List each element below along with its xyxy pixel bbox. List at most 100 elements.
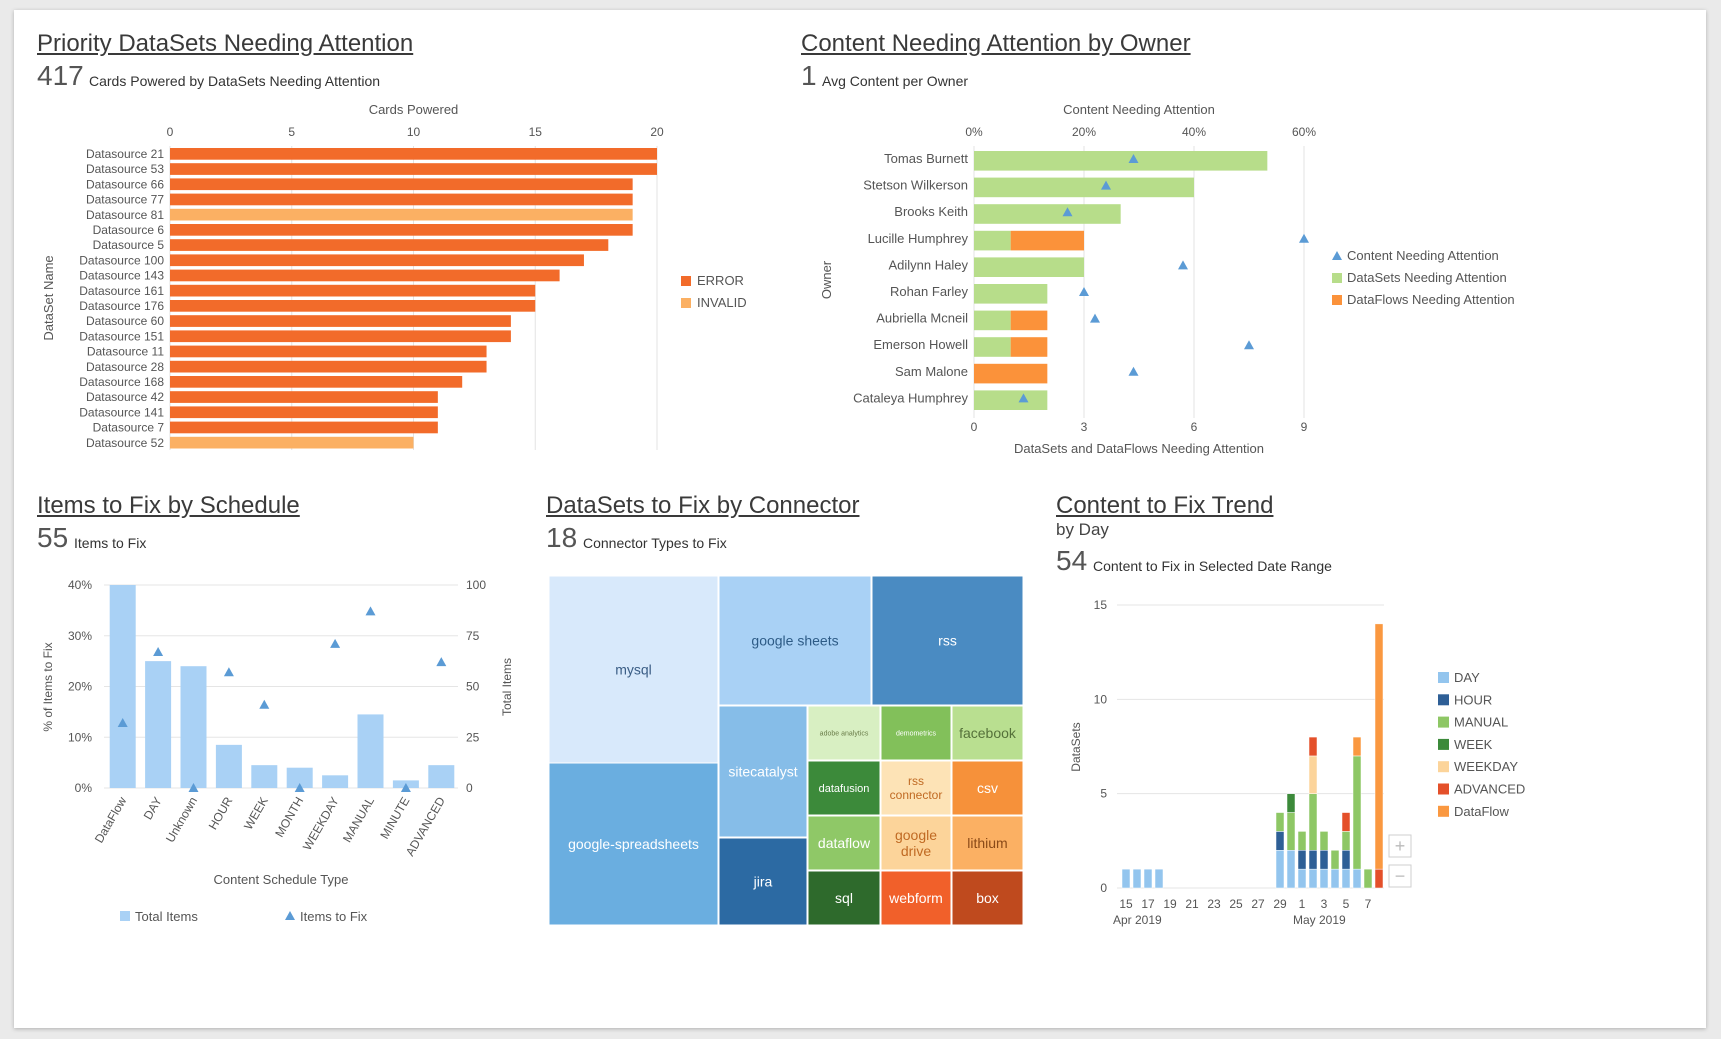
content-marker [1090,313,1100,323]
x-tick-label: 15 [529,125,543,139]
legend-swatch [1438,805,1449,817]
y-tick-label: Datasource 7 [93,421,165,435]
legend-label: DataFlows Needing Attention [1347,292,1515,307]
items-to-fix-marker [117,718,128,728]
y-tick-label: 0% [75,781,93,795]
bar [170,284,536,297]
y-tick-label: Datasource 100 [79,253,164,267]
bar-datasets [974,310,1011,331]
trend-bar [1341,831,1351,851]
kpi-value: 18 [546,522,578,553]
content-marker [1244,340,1254,350]
trend-bar [1297,850,1307,870]
legend-swatch [1438,738,1449,750]
x-tick-label: 0 [971,420,978,434]
y2-tick-label: 25 [466,730,480,744]
x-tick-label: WEEKDAY [300,795,342,853]
treemap-cell [718,837,808,926]
treemap-label: jira [753,873,773,889]
x-tick-label: 0 [167,125,174,139]
zoom-in-button[interactable] [1388,834,1412,858]
kpi-value: 54 [1056,545,1088,576]
y-tick-label: 15 [1094,598,1108,612]
y-axis-title: DataSet Name [41,255,56,340]
y-tick-label: Emerson Howell [873,337,968,352]
panel-connector: DataSets to Fix by Connector 18 Connecto… [534,480,1039,1028]
trend-bar [1154,868,1164,889]
legend-label: ERROR [697,273,744,288]
treemap-label: connector [890,788,943,802]
items-to-fix-marker [400,783,411,792]
y-tick-label: Datasource 6 [93,223,165,237]
legend-swatch [1332,295,1342,305]
y-tick-label: Sam Malone [895,364,968,379]
legend-swatch [1438,783,1449,795]
y-tick-label: Datasource 66 [86,177,164,191]
bar [170,315,511,327]
y-tick-label: Datasource 77 [86,193,164,207]
x-tick-label: Unknown [163,795,200,845]
treemap-label: rss [908,774,924,788]
chart-title[interactable]: DataSets to Fix by Connector [546,492,860,519]
x-tick-label: 17 [1141,897,1155,911]
y-tick-label: Datasource 161 [79,284,164,298]
bar [170,148,657,160]
kpi-label: Items to Fix [74,535,147,551]
treemap-cell [548,762,719,926]
bar-dataflows [974,363,1048,384]
legend-swatch [681,276,691,286]
zoom-in-icon[interactable]: + [1395,836,1406,856]
legend-label: Items to Fix [300,909,368,924]
x-axis-title: DataSets and DataFlows Needing Attention [1014,441,1264,456]
bar [170,193,633,206]
trend-bar [1352,755,1362,870]
bar-dataflows [1010,337,1048,357]
y-tick-label: Datasource 52 [86,436,164,450]
x-tick-label: 1 [1299,897,1306,911]
chart-title[interactable]: Content to Fix Trend [1056,492,1274,519]
legend-label: DataFlow [1454,804,1510,819]
bar [170,300,536,312]
zoom-out-icon[interactable]: − [1395,866,1406,886]
panel-trend: Content to Fix Trend by Day 54 Content t… [1039,480,1706,1028]
items-to-fix-marker [294,783,305,792]
top-tick-label: 20% [1072,125,1096,139]
y-tick-label: Datasource 81 [86,208,164,222]
chart-title[interactable]: Priority DataSets Needing Attention [37,30,414,57]
kpi-label: Content to Fix in Selected Date Range [1093,558,1332,574]
trend-bar [1297,831,1307,851]
trend-bar [1286,850,1296,889]
chart-title[interactable]: Content Needing Attention by Owner [801,30,1191,57]
x-group-label: May 2019 [1293,913,1346,927]
y-tick-label: 20% [68,680,92,694]
treemap-cell [871,575,1024,706]
treemap-label: rss [938,632,957,648]
treemap-label: google-spreadsheets [568,836,699,852]
x-tick-label: 3 [1321,897,1328,911]
chart-title[interactable]: Items to Fix by Schedule [37,492,300,519]
x-tick-label: 5 [288,125,295,139]
treemap-label: sitecatalyst [728,763,797,779]
trend-bar [1275,850,1285,889]
bar-total-items [357,714,384,788]
content-marker [1178,260,1188,270]
trend-bar [1363,868,1373,889]
treemap-label: google [895,827,937,843]
bar-datasets [974,151,1268,171]
bar-dataflows [1010,310,1048,331]
y-tick-label: Datasource 143 [79,269,164,283]
bar-total-items [428,765,455,788]
panel-priority-datasets: Priority DataSets Needing Attention 417 … [14,10,794,480]
x-axis-title: Cards Powered [369,102,459,117]
top-axis-title: Content Needing Attention [1063,102,1215,117]
chart-subtitle: by Day [1056,520,1109,539]
trend-bar [1286,793,1296,813]
legend-label: Content Needing Attention [1347,248,1499,263]
y-tick-label: 40% [68,578,92,592]
bar-total-items [145,661,172,788]
bar-datasets [974,257,1084,277]
legend-swatch [1438,694,1449,706]
zoom-out-button[interactable] [1388,864,1412,888]
bar [170,376,463,388]
x-tick-label: WEEK [241,795,271,833]
